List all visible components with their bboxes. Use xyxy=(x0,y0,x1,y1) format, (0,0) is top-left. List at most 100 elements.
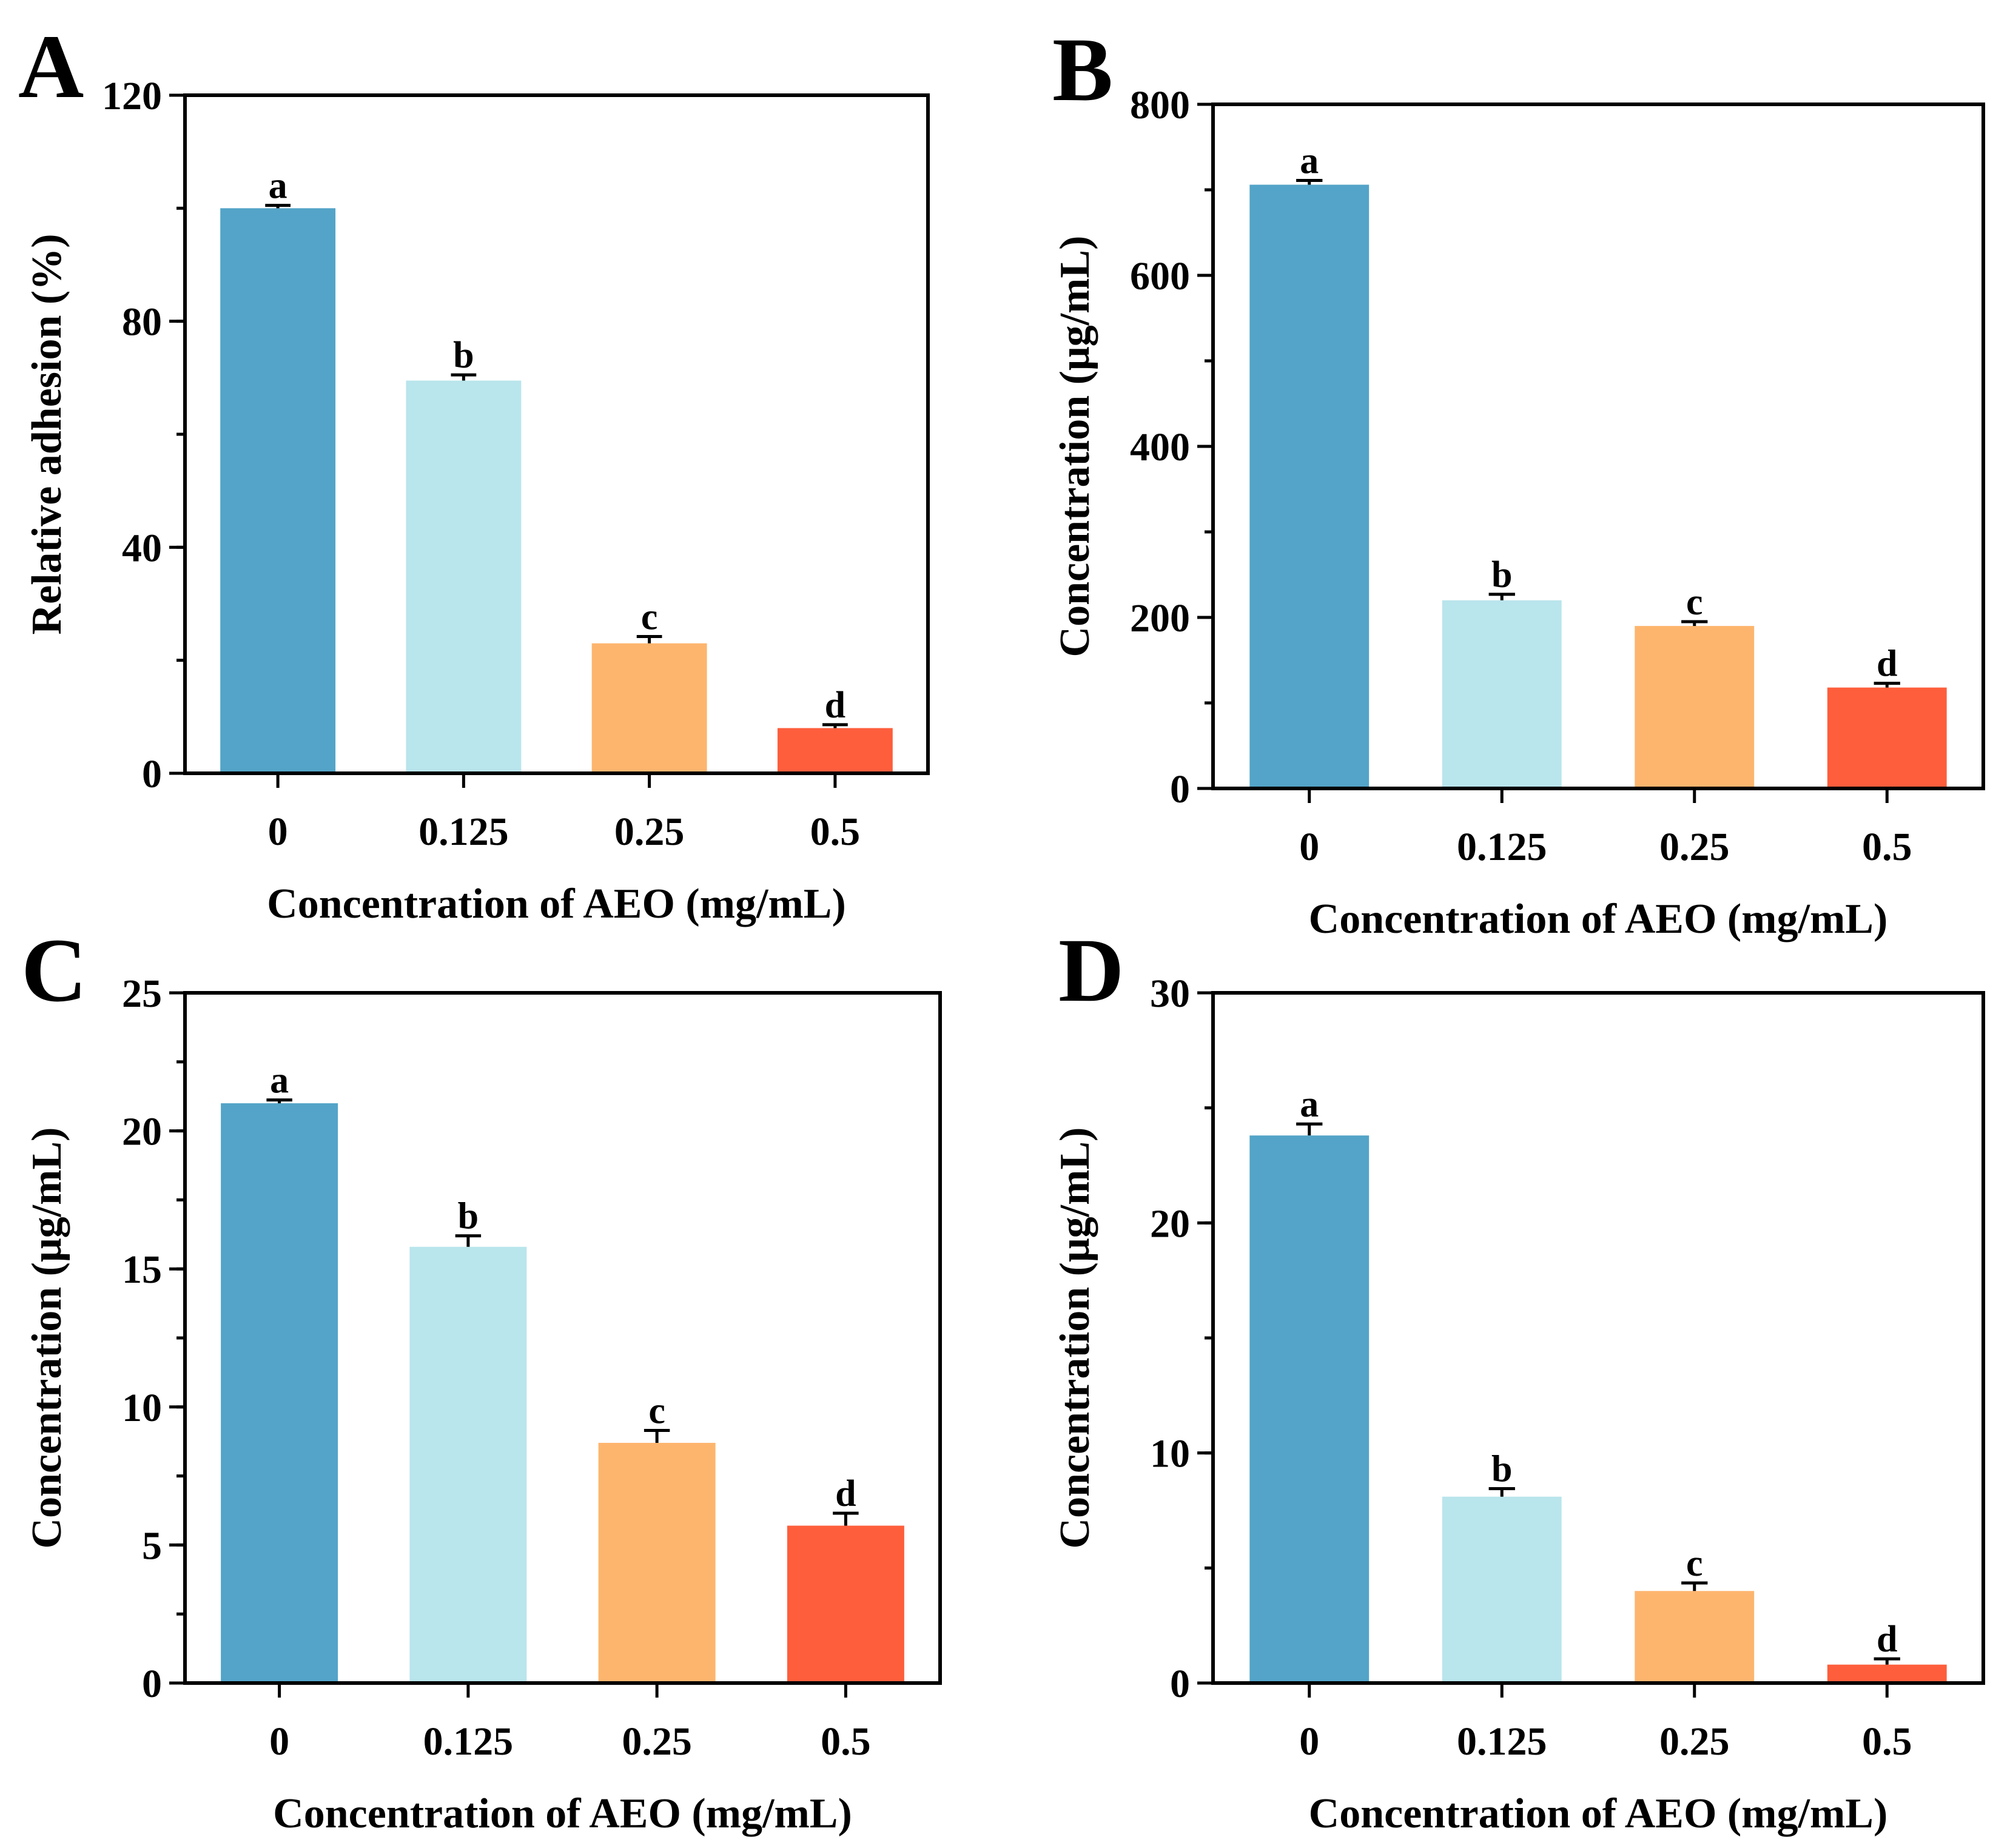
significance-label: c xyxy=(1686,582,1703,623)
significance-label: a xyxy=(269,166,287,207)
y-tick-label: 600 xyxy=(1130,254,1190,298)
bar-0 xyxy=(1249,184,1370,788)
significance-label: b xyxy=(458,1196,479,1237)
error-bar xyxy=(265,204,291,209)
error-bar xyxy=(1681,1581,1708,1591)
plot-frame xyxy=(183,991,942,1685)
bar-0.125 xyxy=(1442,600,1562,788)
error-bar xyxy=(451,373,477,381)
y-axis-title: Concentration (μg/mL) xyxy=(1052,236,1098,657)
x-tick-label: 0.125 xyxy=(423,1719,514,1764)
error-bar xyxy=(822,723,848,728)
panel-letter: D xyxy=(1058,920,1124,1021)
error-bar xyxy=(1681,620,1708,627)
significance-label: d xyxy=(825,685,845,726)
x-axis-title: Concentration of AEO (mg/mL) xyxy=(273,1790,852,1837)
panel-b: Ba 0 b 0.125 c 0.25 d 0.5 0 200 400 600 800 Concentra… xyxy=(1052,19,1985,942)
x-tick-label: 0 xyxy=(1299,825,1319,869)
plot-frame xyxy=(1211,991,1985,1685)
significance-label: d xyxy=(1877,643,1897,685)
x-tick-label: 0.25 xyxy=(1659,1719,1730,1764)
significance-label: c xyxy=(641,597,658,638)
x-tick-label: 0 xyxy=(268,810,288,854)
y-tick-label: 40 xyxy=(122,526,162,570)
x-tick-label: 0.125 xyxy=(418,810,509,854)
x-axis-title: Concentration of AEO (mg/mL) xyxy=(267,881,846,927)
y-tick-label: 30 xyxy=(1150,972,1190,1016)
bar-0.125 xyxy=(409,1246,527,1683)
bar-0.5 xyxy=(1827,687,1947,788)
y-tick-label: 10 xyxy=(122,1386,162,1430)
bar-0.25 xyxy=(591,643,707,773)
y-tick-label: 15 xyxy=(122,1248,162,1292)
y-tick-label: 5 xyxy=(142,1524,162,1568)
y-tick-label: 0 xyxy=(142,752,162,796)
y-tick-label: 20 xyxy=(122,1110,162,1154)
error-bar xyxy=(1296,1122,1323,1136)
significance-label: d xyxy=(1877,1619,1897,1660)
panel-c: Ca 0 b 0.125 c 0.25 d 0.5 0 5 10 15 20 25 Concentratio… xyxy=(21,920,942,1837)
panel-letter: B xyxy=(1052,19,1113,120)
error-bar xyxy=(1874,682,1900,688)
bar-0.5 xyxy=(787,1525,904,1683)
y-tick-label: 400 xyxy=(1130,425,1190,469)
error-bar xyxy=(455,1234,482,1247)
bar-0.25 xyxy=(1635,1591,1755,1683)
plot-frame xyxy=(1211,102,1985,790)
y-axis-title: Concentration (μg/mL) xyxy=(1052,1127,1098,1549)
y-axis-title: Relative adhesion (%) xyxy=(24,234,70,634)
y-tick-label: 200 xyxy=(1130,596,1190,640)
error-bar xyxy=(1488,593,1515,600)
x-axis-title: Concentration of AEO (mg/mL) xyxy=(1309,896,1888,942)
panel-letter: A xyxy=(18,16,84,117)
error-bar xyxy=(636,635,662,643)
y-tick-label: 20 xyxy=(1150,1201,1190,1246)
error-bar xyxy=(1874,1657,1900,1665)
x-tick-label: 0.125 xyxy=(1457,825,1547,869)
significance-label: b xyxy=(453,335,474,376)
x-axis-title: Concentration of AEO (mg/mL) xyxy=(1309,1790,1888,1837)
error-bar xyxy=(1296,178,1323,185)
x-tick-label: 0 xyxy=(269,1719,289,1764)
x-tick-label: 0.125 xyxy=(1457,1719,1547,1764)
bar-0.5 xyxy=(1827,1664,1947,1683)
x-tick-label: 0.25 xyxy=(614,810,685,854)
significance-label: a xyxy=(1300,1084,1319,1125)
x-tick-label: 0.25 xyxy=(1659,825,1730,869)
significance-label: d xyxy=(835,1473,856,1514)
panel-a: Aa 0 b 0.125 c 0.25 d 0.5 0 40 80 120 Concentration … xyxy=(18,16,930,927)
y-axis-title: Concentration (μg/mL) xyxy=(24,1127,70,1549)
y-tick-label: 80 xyxy=(122,300,162,344)
x-tick-label: 0 xyxy=(1299,1719,1319,1764)
error-bar xyxy=(644,1428,670,1443)
bar-0.25 xyxy=(1635,626,1755,788)
x-tick-label: 0.5 xyxy=(1862,825,1912,869)
x-tick-label: 0.5 xyxy=(1862,1719,1912,1764)
panel-d: Da 0 b 0.125 c 0.25 d 0.5 0 10 20 30 Concentration o… xyxy=(1052,920,1985,1837)
error-bar xyxy=(833,1511,859,1526)
significance-label: a xyxy=(1300,140,1319,181)
bar-0 xyxy=(1249,1135,1370,1683)
significance-label: a xyxy=(270,1060,289,1101)
y-tick-label: 800 xyxy=(1130,83,1190,127)
bar-0.5 xyxy=(777,728,893,773)
x-tick-label: 0.5 xyxy=(810,810,861,854)
y-tick-label: 0 xyxy=(142,1662,162,1706)
panel-letter: C xyxy=(21,920,87,1021)
x-tick-label: 0.25 xyxy=(622,1719,692,1764)
bar-0.125 xyxy=(406,380,522,773)
significance-label: b xyxy=(1491,1448,1512,1490)
x-tick-label: 0.5 xyxy=(821,1719,871,1764)
significance-label: c xyxy=(648,1390,665,1431)
y-tick-label: 120 xyxy=(102,74,162,118)
bar-0 xyxy=(221,1103,338,1683)
y-tick-label: 10 xyxy=(1150,1432,1190,1476)
error-bar xyxy=(266,1098,292,1104)
bar-0 xyxy=(220,208,336,773)
error-bar xyxy=(1488,1487,1515,1497)
plot-frame xyxy=(183,93,930,775)
significance-label: c xyxy=(1686,1543,1703,1584)
y-tick-label: 0 xyxy=(1170,767,1190,811)
bar-0.125 xyxy=(1442,1496,1562,1683)
